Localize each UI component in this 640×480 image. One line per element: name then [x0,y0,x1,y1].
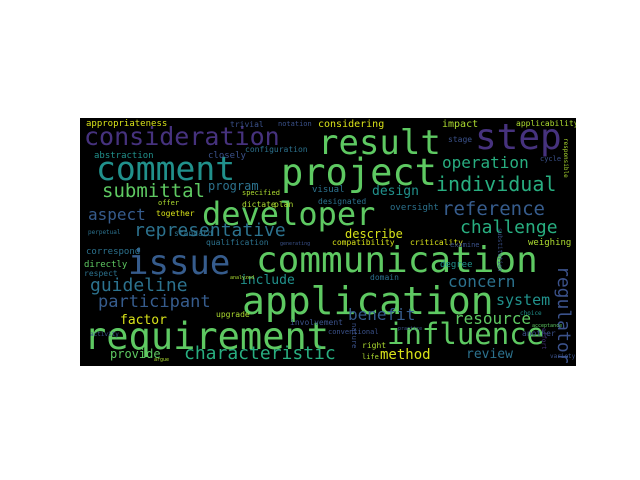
word-plan: plan [274,200,294,209]
word-review: review [466,347,513,362]
word-operation: operation [442,153,529,172]
word-step: step [475,118,562,158]
word-factor: factor [120,313,167,328]
word-project: project [281,151,437,194]
word-upgrade: upgrade [216,310,250,319]
word-variety: variety [550,353,576,360]
word-acceptance: acceptance [532,323,563,329]
word-involvement: involvement [290,318,343,327]
word-program: program [208,179,259,193]
word-challenge: challenge [460,217,558,238]
word-considering: considering [318,119,385,130]
word-effort: effort [540,328,547,350]
word-cloud: communication application requirement pr… [80,118,576,366]
word-submittal: submittal [102,180,205,202]
word-criticality: criticality [410,238,463,247]
word-offer: offer [158,199,180,207]
word-benefit: benefit [348,305,416,324]
word-representative: representative [134,220,286,241]
word-specified: specified [242,189,280,197]
word-issue: issue [128,243,231,283]
word-developer: developer [202,195,376,233]
word-visual: visual [312,185,345,195]
word-respect: respect [84,269,118,278]
word-requirement: requirement [84,315,330,358]
word-oversight: oversight [390,203,439,213]
word-qualification: qualification [206,238,269,247]
word-appropriateness: appropriateness [86,119,168,129]
word-concern: concern [448,272,516,291]
word-conventional: conventional [328,328,379,336]
word-result: result [318,123,441,163]
word-together: together [156,209,195,218]
word-dictate: dictate [242,200,276,209]
word-practice: practice [398,326,423,332]
word-impact: impact [442,119,479,130]
word-abstraction: abstraction [94,151,154,161]
word-aspect: aspect [88,205,146,224]
word-notation: notation [278,120,312,128]
word-individual: individual [436,172,557,196]
word-consideration: consideration [84,122,280,151]
word-provide: provide [110,347,161,361]
word-analyzed: analyzed [230,275,255,281]
word-guideline: guideline [90,275,188,296]
word-examine: examine [450,241,480,249]
word-right: right [362,341,387,350]
word-nature: nature [350,323,358,349]
word-design: design [372,184,419,199]
word-argue: argue [154,357,170,363]
word-activity: activity [90,331,119,338]
word-life: life [362,353,379,361]
word-application: application [242,279,494,323]
word-perpetual: perpetual [88,229,121,236]
word-correspond: correspond [86,247,141,257]
word-designated: designated [318,197,367,206]
word-generating: generating [280,241,311,247]
word-system: system [496,291,551,309]
word-stage: stage [448,135,473,144]
word-substitution: substitution [496,228,503,272]
word-another: another [522,329,556,338]
word-responsible: responsible [562,138,569,178]
word-trivial: trivial [230,120,264,129]
word-compatibility: compatibility [332,238,395,247]
word-applicability: applicability [516,119,576,128]
word-closely: closely [208,151,246,161]
word-weighing: weighing [528,238,572,248]
word-directly: directly [84,260,128,270]
word-degree: degree [440,260,473,270]
word-domain: domain [370,273,399,282]
word-communication: communication [256,240,538,281]
word-choice: choice [520,310,542,317]
word-describe: describe [345,227,403,241]
word-resource: resource [454,309,532,328]
word-influence: influence [387,317,545,351]
word-standard: standard [174,229,213,238]
word-participant: participant [98,292,211,312]
word-cycle: cycle [540,155,562,163]
word-reference: reference [442,198,545,220]
word-comment: comment [96,149,236,188]
word-characteristic: characteristic [184,343,336,364]
word-regulator: regulator [553,266,574,364]
word-method: method [380,347,431,363]
word-include: include [240,273,295,288]
word-configuration: configuration [245,145,308,154]
